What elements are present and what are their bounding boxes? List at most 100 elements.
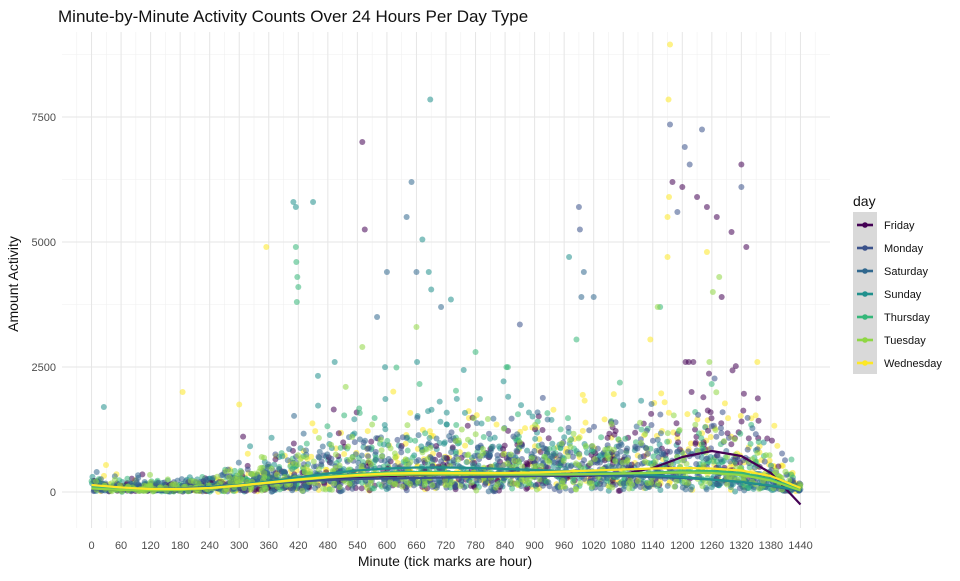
data-point (549, 440, 556, 447)
data-point (393, 364, 400, 371)
data-point (289, 487, 296, 494)
data-point (464, 436, 471, 443)
x-tick-label: 600 (378, 540, 396, 552)
data-point (570, 478, 577, 485)
x-axis-label: Minute (tick marks are hour) (358, 553, 532, 569)
data-point (575, 435, 582, 442)
data-point (340, 439, 347, 446)
data-point (433, 435, 440, 442)
data-point (494, 456, 501, 463)
data-point (666, 448, 673, 455)
x-tick-label: 540 (348, 540, 366, 552)
legend-label: Sunday (884, 289, 922, 301)
data-point (532, 426, 539, 433)
x-tick-label: 360 (260, 540, 278, 552)
data-point (394, 436, 401, 443)
legend-key-point (862, 222, 868, 228)
data-point (436, 477, 443, 484)
data-point (664, 482, 671, 489)
data-point (704, 455, 711, 462)
data-point (403, 478, 410, 485)
data-point (699, 126, 705, 133)
x-axis: 0 60 120 180 240 300 360 420 480 540 600 660 720 780 8… (88, 540, 812, 552)
data-point (398, 449, 405, 456)
data-point (351, 439, 358, 446)
data-point (299, 487, 306, 494)
data-point (529, 413, 536, 420)
data-point (476, 396, 483, 403)
data-point (771, 422, 778, 429)
data-point (706, 480, 713, 487)
data-point (315, 466, 322, 473)
data-point (602, 446, 609, 453)
data-point (581, 457, 588, 464)
data-point (654, 436, 661, 443)
data-point (738, 418, 745, 425)
data-point (133, 479, 140, 486)
data-point (550, 445, 557, 452)
x-tick-label: 720 (437, 540, 455, 552)
data-point (681, 144, 688, 150)
data-point (303, 463, 310, 470)
data-point (300, 430, 307, 437)
data-point (372, 456, 379, 463)
data-point (227, 479, 234, 486)
data-point (303, 440, 310, 447)
data-point (399, 483, 406, 490)
data-point (684, 411, 691, 418)
data-point (541, 453, 548, 460)
data-point (373, 435, 380, 442)
data-point (606, 483, 613, 490)
data-point (692, 426, 699, 433)
data-point (634, 478, 641, 485)
data-point (698, 441, 705, 448)
data-point (548, 453, 555, 460)
data-point (412, 437, 419, 444)
data-point (612, 428, 619, 435)
legend-key-point (862, 245, 868, 251)
data-point (718, 430, 725, 437)
data-point (600, 475, 607, 482)
data-point (591, 423, 598, 430)
data-point (415, 432, 422, 439)
data-point (714, 473, 721, 480)
data-point (381, 422, 388, 429)
data-point (516, 321, 523, 328)
data-point (524, 447, 531, 454)
data-point (429, 482, 436, 489)
data-point (263, 244, 270, 250)
data-point (532, 435, 539, 442)
data-point (567, 443, 574, 450)
data-point (600, 481, 607, 488)
chart-title: Minute-by-Minute Activity Counts Over 24… (58, 7, 528, 26)
data-point (364, 484, 371, 491)
data-point (414, 414, 421, 421)
data-point (580, 269, 587, 275)
x-tick-label: 0 (88, 540, 94, 552)
data-point (634, 461, 641, 468)
data-point (567, 463, 574, 470)
data-point (746, 464, 753, 471)
data-point (358, 485, 365, 492)
data-point (573, 336, 580, 343)
data-point (638, 439, 645, 446)
data-point (426, 435, 433, 442)
data-point (227, 468, 234, 475)
data-point (637, 454, 644, 461)
data-point (698, 435, 705, 442)
data-point (268, 434, 275, 441)
data-point (707, 434, 714, 441)
data-point (419, 449, 426, 456)
data-point (218, 478, 225, 485)
data-point (331, 480, 338, 487)
data-point (669, 179, 676, 185)
data-point (398, 444, 405, 451)
data-point (532, 421, 539, 428)
data-point (536, 476, 543, 483)
data-point (471, 453, 478, 460)
data-point (235, 459, 242, 466)
legend-title: day (853, 193, 876, 209)
data-point (647, 336, 654, 343)
data-point (433, 484, 440, 491)
